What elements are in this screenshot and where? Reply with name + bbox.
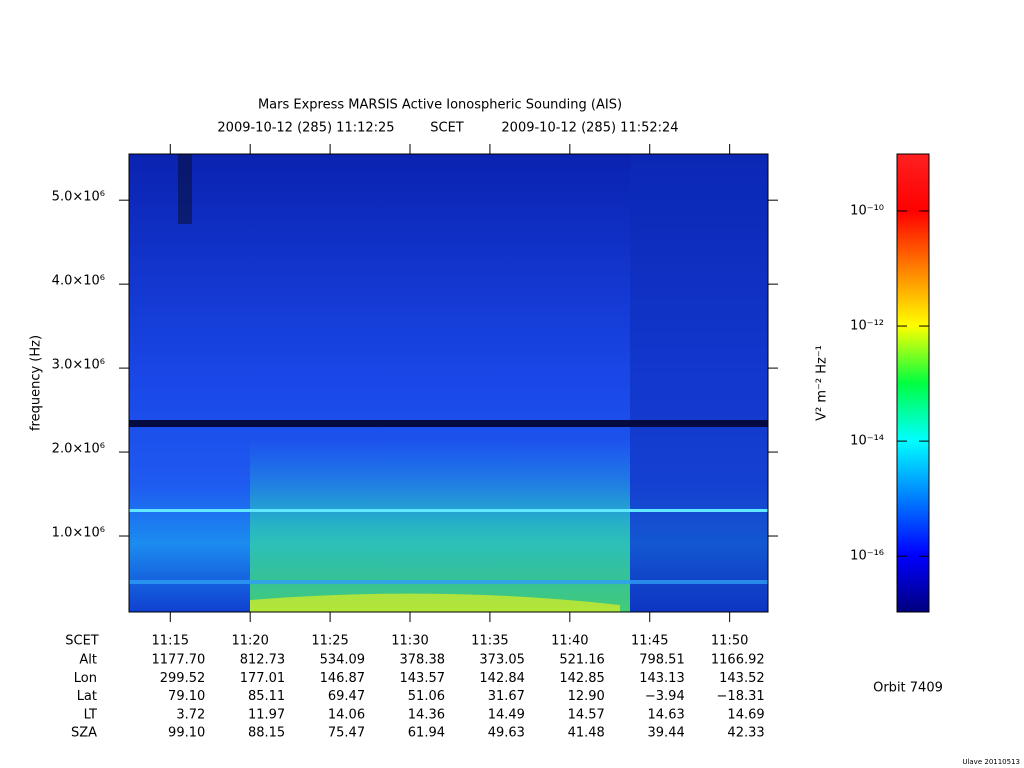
y-axis-label: frequency (Hz)	[29, 335, 44, 431]
ephemeris-row-name: Alt	[79, 653, 97, 668]
time-system: SCET	[430, 121, 464, 136]
x-tick-label: 11:35	[471, 634, 508, 649]
ephemeris-value: 143.13	[639, 671, 685, 686]
orbit: Orbit 7409	[873, 681, 943, 696]
ephemeris-value: 143.52	[719, 671, 765, 686]
x-tick-label: 11:45	[631, 634, 668, 649]
colorbar-tick-label: 10⁻¹²	[850, 319, 884, 334]
y-tick-label: 5.0×10⁶	[52, 190, 105, 205]
ephemeris-value: 14.06	[328, 707, 365, 722]
ephemeris-value: 61.94	[408, 726, 445, 741]
ephemeris-row-name: LT	[84, 707, 97, 722]
chart-title: Mars Express MARSIS Active Ionospheric S…	[258, 98, 622, 113]
ephemeris-value: 14.49	[488, 707, 525, 722]
ephemeris-value: 75.47	[328, 726, 365, 741]
x-tick-label: 11:25	[311, 634, 348, 649]
x-tick-label: 11:20	[231, 634, 268, 649]
ephemeris-row-name: Lat	[77, 689, 97, 704]
ephemeris-value: 14.63	[648, 707, 685, 722]
ephemeris-header: SCET	[65, 634, 99, 649]
ephemeris-value: 299.52	[160, 671, 206, 686]
colorbar-tick-label: 10⁻¹⁴	[850, 434, 884, 449]
ephemeris-value: 49.63	[488, 726, 525, 741]
ephemeris-value: 798.51	[639, 653, 685, 668]
ephemeris-value: 1177.70	[152, 653, 206, 668]
ephemeris-value: 1166.92	[711, 653, 765, 668]
ephemeris-value: 143.57	[400, 671, 446, 686]
ephemeris-value: 177.01	[240, 671, 286, 686]
ephemeris-value: 69.47	[328, 689, 365, 704]
plot-frame	[128, 153, 769, 613]
colorbar-tick-label: 10⁻¹⁰	[850, 203, 884, 218]
ephemeris-value: 99.10	[168, 726, 205, 741]
y-tick-label: 4.0×10⁶	[52, 274, 105, 289]
ephemeris-value: −3.94	[645, 689, 685, 704]
ephemeris-value: 31.67	[488, 689, 525, 704]
ephemeris-row-name: SZA	[71, 726, 97, 741]
ephemeris-value: −18.31	[717, 689, 765, 704]
colorbar-label: V² m⁻² Hz⁻¹	[815, 345, 830, 421]
ephemeris-value: 3.72	[176, 707, 205, 722]
ephemeris-value: 142.84	[479, 671, 525, 686]
ephemeris-value: 146.87	[320, 671, 366, 686]
y-tick-label: 2.0×10⁶	[52, 442, 105, 457]
colorbar-tick-label: 10⁻¹⁶	[850, 549, 884, 564]
x-tick-label: 11:15	[152, 634, 189, 649]
x-tick-label: 11:30	[391, 634, 428, 649]
ephemeris-value: 14.36	[408, 707, 445, 722]
ephemeris-value: 521.16	[559, 653, 605, 668]
x-tick-label: 11:50	[711, 634, 748, 649]
ephemeris-value: 39.44	[648, 726, 685, 741]
ephemeris-value: 14.57	[568, 707, 605, 722]
time-end: 2009-10-12 (285) 11:52:24	[501, 121, 678, 136]
y-tick-label: 1.0×10⁶	[52, 526, 105, 541]
x-tick-label: 11:40	[551, 634, 588, 649]
ephemeris-value: 85.11	[248, 689, 285, 704]
ephemeris-value: 11.97	[248, 707, 285, 722]
ephemeris-value: 812.73	[240, 653, 286, 668]
ephemeris-value: 42.33	[727, 726, 764, 741]
ephemeris-value: 378.38	[400, 653, 446, 668]
ephemeris-row-name: Lon	[74, 671, 97, 686]
ephemeris-value: 88.15	[248, 726, 285, 741]
y-tick-label: 3.0×10⁶	[52, 358, 105, 373]
ephemeris-value: 41.48	[568, 726, 605, 741]
colorbar	[896, 153, 930, 613]
ephemeris-value: 142.85	[559, 671, 605, 686]
ephemeris-value: 12.90	[568, 689, 605, 704]
ephemeris-value: 534.09	[320, 653, 366, 668]
time-start: 2009-10-12 (285) 11:12:25	[217, 121, 394, 136]
ephemeris-value: 373.05	[479, 653, 525, 668]
ephemeris-value: 51.06	[408, 689, 445, 704]
ephemeris-value: 14.69	[727, 707, 764, 722]
ephemeris-value: 79.10	[168, 689, 205, 704]
spectrogram-image	[129, 154, 768, 612]
credit: Ulave 20110513	[962, 758, 1020, 766]
